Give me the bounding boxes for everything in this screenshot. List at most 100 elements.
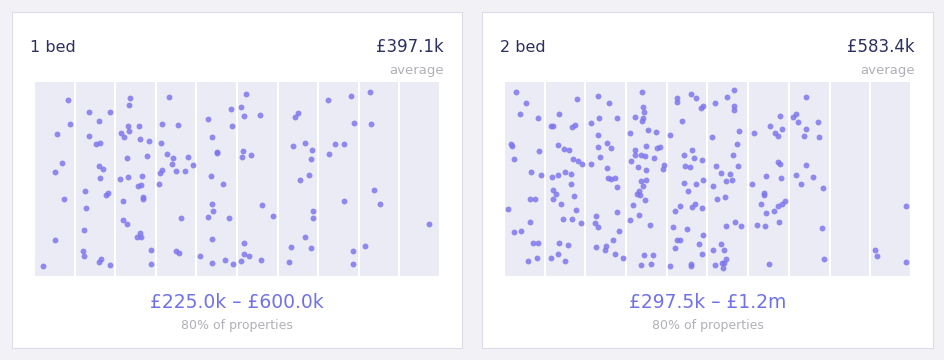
Point (706, 100, 721, 106)
Point (48, 238, 63, 243)
Point (682, 164, 697, 170)
Point (567, 207, 582, 213)
Point (721, 171, 736, 177)
Point (688, 181, 703, 187)
Point (662, 132, 677, 138)
Point (561, 242, 576, 248)
Point (290, 111, 305, 116)
Point (622, 158, 637, 164)
Point (603, 145, 618, 150)
Point (221, 215, 236, 221)
Point (691, 241, 706, 247)
Point (155, 121, 170, 127)
Point (715, 265, 730, 271)
Point (770, 219, 785, 225)
Point (545, 187, 560, 193)
Point (60, 98, 76, 103)
Point (646, 155, 661, 161)
Point (143, 247, 158, 253)
Point (116, 134, 131, 140)
Point (283, 244, 298, 250)
Point (607, 175, 622, 180)
Point (564, 216, 579, 222)
Point (565, 193, 581, 198)
Text: £583.4k: £583.4k (847, 38, 914, 56)
Point (597, 247, 612, 253)
Point (531, 240, 546, 246)
Point (209, 149, 224, 155)
Point (88, 141, 103, 147)
Point (525, 240, 540, 246)
Point (717, 194, 733, 200)
Point (798, 126, 813, 132)
Point (205, 236, 220, 242)
Point (78, 205, 93, 211)
Point (713, 170, 728, 176)
Point (726, 107, 741, 113)
Point (632, 152, 648, 158)
Point (693, 157, 708, 162)
Point (557, 258, 572, 264)
Point (160, 94, 176, 100)
Point (102, 109, 117, 114)
Point (297, 140, 312, 146)
Point (170, 122, 185, 128)
Point (205, 208, 220, 213)
Point (320, 97, 335, 103)
Point (642, 261, 657, 267)
Point (76, 248, 91, 254)
Point (518, 100, 533, 106)
Point (638, 143, 653, 148)
Point (787, 112, 802, 117)
Point (296, 234, 312, 239)
Point (898, 259, 913, 265)
Point (744, 181, 759, 187)
Point (119, 221, 134, 226)
Point (568, 96, 583, 102)
Point (305, 208, 320, 214)
Point (695, 232, 710, 238)
Point (707, 262, 722, 268)
Point (121, 174, 136, 180)
Point (200, 214, 215, 220)
Point (168, 168, 183, 174)
Point (683, 147, 699, 153)
Point (92, 118, 107, 124)
Point (672, 237, 687, 243)
Point (668, 99, 683, 105)
Point (121, 102, 136, 108)
Point (236, 113, 251, 118)
Point (752, 201, 767, 207)
Point (506, 156, 521, 162)
Point (346, 120, 362, 126)
Point (636, 197, 651, 203)
Point (785, 114, 801, 120)
Point (548, 191, 563, 197)
Point (727, 219, 742, 225)
Point (530, 115, 545, 121)
Point (636, 109, 651, 115)
Point (563, 181, 578, 186)
Point (133, 230, 148, 236)
Point (225, 261, 240, 266)
Point (609, 184, 624, 190)
Point (726, 87, 741, 93)
Point (177, 168, 193, 174)
Point (590, 93, 605, 99)
Point (633, 89, 649, 95)
Point (688, 95, 703, 100)
Point (512, 111, 527, 117)
Point (758, 173, 773, 179)
Point (185, 162, 200, 168)
Point (129, 234, 144, 240)
Point (716, 260, 731, 266)
Point (281, 259, 296, 265)
Point (204, 201, 219, 207)
Point (787, 172, 802, 178)
Point (726, 103, 741, 109)
Point (680, 188, 695, 194)
Point (529, 255, 544, 261)
Point (527, 196, 542, 202)
Point (506, 229, 521, 235)
Text: 80% of properties: 80% of properties (650, 320, 763, 333)
